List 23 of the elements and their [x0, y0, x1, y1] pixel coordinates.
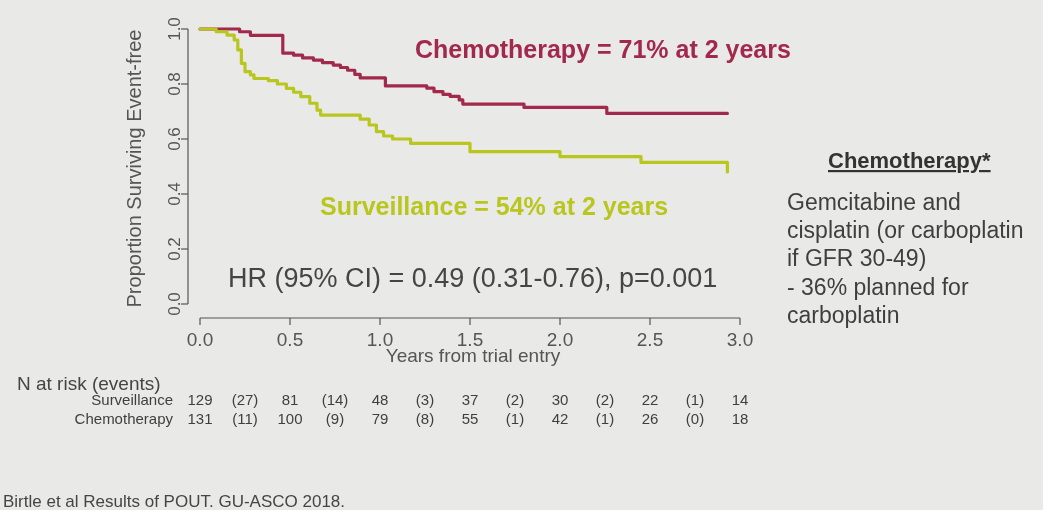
text: - 36% planned for [787, 274, 969, 300]
text: Birtle et al Results of POUT. GU-ASCO 2018. [3, 492, 346, 510]
annotation: HR (95% CI) = 0.49 (0.31-0.76), p=0.001 [228, 263, 718, 293]
text: cisplatin (or carboplatin [787, 217, 1024, 243]
y-tick-label: 0.0 [165, 292, 184, 316]
x-tick-label: 0.0 [186, 329, 214, 350]
text: Chemotherapy 131 (11) 100 (9) 79 (8) 55 (1) 42 (1) 26 (0) 18 [74, 410, 749, 427]
y-tick-label: 0.6 [165, 127, 184, 151]
text: N at risk (events) [17, 373, 161, 394]
y-tick-label: 0.4 [165, 182, 184, 206]
series-label: Chemotherapy = 71% at 2 years [415, 35, 791, 63]
y-axis-title: Proportion Surviving Event-free [123, 29, 145, 308]
text: Chemotherapy* [828, 148, 992, 173]
y-tick-label: 0.8 [165, 72, 184, 96]
text: carboplatin [787, 302, 900, 328]
y-tick-label: 1.0 [165, 17, 184, 41]
x-tick-label: 3.0 [726, 329, 754, 350]
x-tick-label: 2.5 [636, 329, 664, 350]
text: Gemcitabine and [787, 189, 961, 215]
text: if GFR 30-49) [787, 245, 927, 271]
series-label: Surveillance = 54% at 2 years [320, 192, 669, 220]
x-tick-label: 0.5 [276, 329, 304, 350]
y-tick-label: 0.2 [165, 237, 184, 261]
